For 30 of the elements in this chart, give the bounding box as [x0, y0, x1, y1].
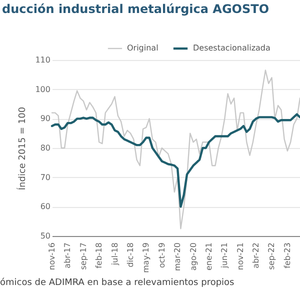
y-tick-label: 80 — [40, 144, 50, 152]
y-tick-label: 90 — [40, 114, 50, 124]
y-tick-label: 110 — [35, 56, 50, 64]
legend-label: Desestacionalizada — [193, 44, 270, 53]
legend-label: Original — [127, 44, 158, 52]
x-tick-label: nov-21 — [236, 242, 245, 270]
x-tick-label: ene-21 — [204, 242, 214, 270]
y-tick-label: 50 — [40, 232, 50, 240]
x-tick-label: abr-17 — [63, 242, 72, 268]
x-tick-label: feb-18 — [94, 242, 104, 268]
x-tick-label: oct-19 — [157, 242, 166, 268]
line-series — [50, 113, 300, 208]
x-tick-label: feb-23 — [282, 242, 292, 268]
x-tick-label: sep-17 — [78, 242, 88, 270]
x-tick-label: jul-18 — [110, 242, 120, 266]
x-tick-label: sep-22 — [267, 242, 276, 270]
y-tick-label: 60 — [40, 202, 50, 212]
x-tick-label: nov-16 — [48, 242, 56, 270]
y-tick-label: 100 — [35, 84, 50, 94]
x-tick-label: abr-22 — [252, 242, 261, 268]
text: ómicos de ADIMRA en base a relevamientos propios — [0, 277, 235, 288]
x-tick-label: mar-20 — [173, 242, 182, 272]
x-tick-label: ago-20 — [188, 242, 198, 271]
x-tick-label: dic-18 — [126, 242, 135, 268]
chart-title: ducción industrial metalúrgica AGOSTO — [2, 2, 270, 16]
y-tick-label: 70 — [40, 172, 50, 182]
x-tick-label: jun-21 — [220, 242, 230, 269]
line-series — [51, 70, 300, 230]
x-tick-label: may-19 — [142, 242, 151, 273]
y-axis-title: Índice 2015 = 100 — [16, 106, 28, 190]
